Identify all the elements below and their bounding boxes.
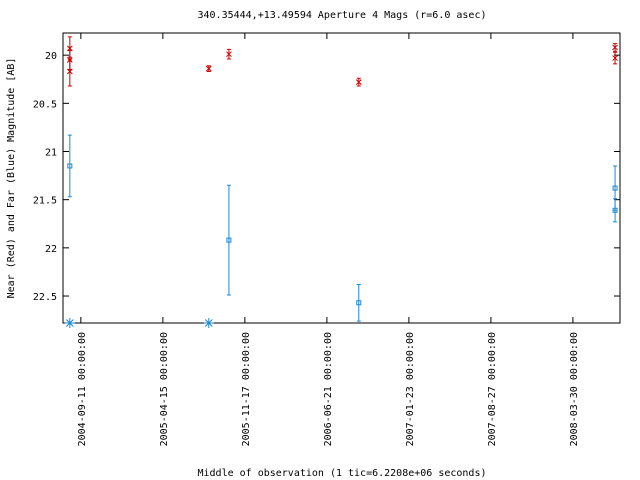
error-bar (613, 198, 618, 223)
marker (612, 185, 618, 191)
x-axis-label: Middle of observation (1 tic=6.2208e+06 … (198, 468, 487, 479)
marker (66, 68, 73, 75)
marker (356, 300, 362, 306)
marker (612, 44, 618, 51)
x-tick-label: 2006-06-21 00:00:00 (323, 332, 334, 446)
y-axis-label: Near (Red) and Far (Blue) Magnitude [AB] (6, 58, 17, 299)
error-bar (226, 184, 231, 296)
marker (203, 318, 214, 328)
marker (67, 163, 73, 169)
chart-title: 340.35444,+13.49594 Aperture 4 Mags (r=6… (198, 10, 487, 21)
y-tick-label: 21 (45, 148, 57, 159)
error-bar (67, 134, 72, 198)
x-tick-label: 2008-03-30 00:00:00 (569, 332, 580, 446)
marker (612, 55, 618, 61)
plot-border (62, 32, 621, 324)
y-tick-label: 22 (45, 244, 57, 255)
marker (64, 318, 75, 328)
y-tick-label: 21.5 (33, 196, 57, 207)
x-tick-label: 2004-09-11 00:00:00 (77, 332, 88, 446)
marker (612, 207, 618, 213)
x-tick-label: 2005-04-15 00:00:00 (159, 332, 170, 446)
marker (205, 65, 212, 72)
y-tick-label: 22.5 (33, 292, 57, 303)
x-tick-label: 2005-11-17 00:00:00 (241, 332, 252, 446)
y-tick-label: 20 (45, 51, 57, 62)
x-tick-label: 2007-01-23 00:00:00 (405, 332, 416, 446)
error-bar (356, 283, 361, 322)
y-tick-label: 20.5 (33, 99, 57, 110)
marker (226, 51, 232, 58)
marker (226, 237, 232, 243)
marker (355, 79, 362, 85)
x-tick-label: 2007-08-27 00:00:00 (487, 332, 498, 446)
